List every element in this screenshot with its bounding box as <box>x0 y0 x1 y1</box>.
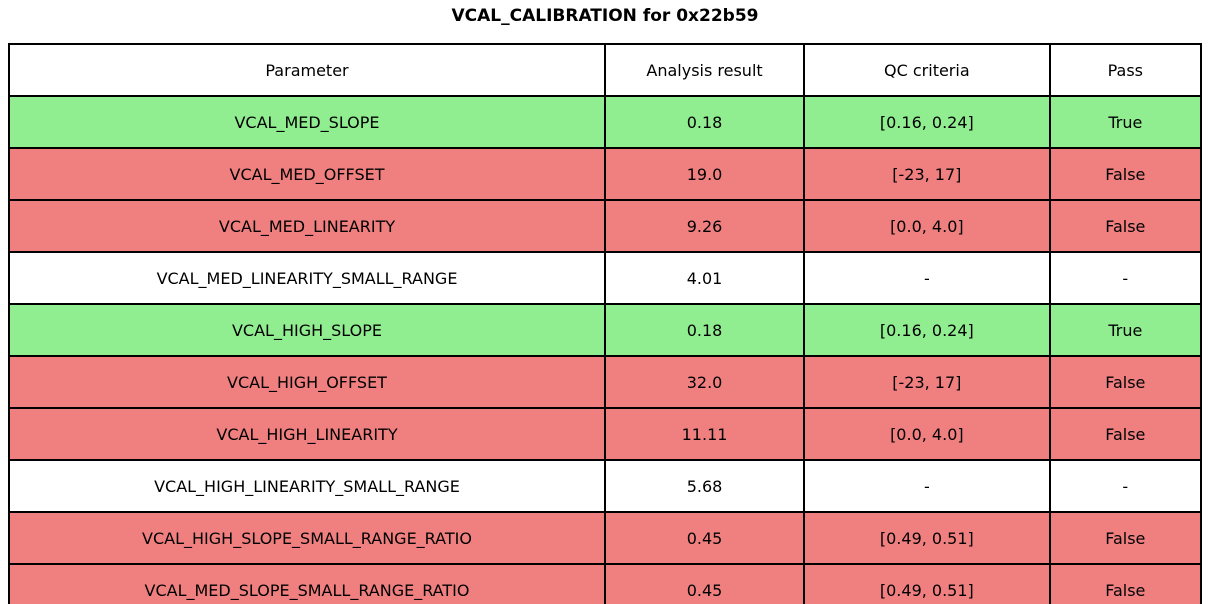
page-title: VCAL_CALIBRATION for 0x22b59 <box>451 6 759 26</box>
cell-parameter: VCAL_HIGH_SLOPE_SMALL_RANGE_RATIO <box>8 511 606 565</box>
cell-pass: False <box>1048 147 1203 201</box>
cell-criteria: [0.0, 4.0] <box>803 407 1051 461</box>
cell-pass: - <box>1048 459 1203 513</box>
cell-result: 0.45 <box>603 511 806 565</box>
column-header-analysis-result: Analysis result <box>603 43 806 97</box>
table-body: VCAL_MED_SLOPE 0.18 [0.16, 0.24] True VCAL_M… <box>8 95 1203 604</box>
cell-criteria: [0.49, 0.51] <box>803 563 1051 604</box>
table-row: VCAL_HIGH_LINEARITY_SMALL_RANGE 5.68- - <box>8 459 1203 513</box>
cell-result: 4.01 <box>603 251 806 305</box>
table-row: VCAL_HIGH_SLOPE 0.18 [0.16, 0.24] True <box>8 303 1203 357</box>
cell-parameter: VCAL_MED_SLOPE <box>8 95 606 149</box>
cell-criteria: [0.16, 0.24] <box>803 303 1051 357</box>
cell-result: 0.18 <box>603 95 806 149</box>
cell-criteria: [0.0, 4.0] <box>803 199 1051 253</box>
cell-parameter: VCAL_MED_SLOPE_SMALL_RANGE_RATIO <box>8 563 606 604</box>
column-header-qc-criteria: QC criteria <box>803 43 1051 97</box>
cell-pass: False <box>1048 199 1203 253</box>
cell-result: 0.45 <box>603 563 806 604</box>
cell-parameter: VCAL_HIGH_OFFSET <box>8 355 606 409</box>
cell-parameter: VCAL_MED_LINEARITY_SMALL_RANGE <box>8 251 606 305</box>
table-row: VCAL_HIGH_SLOPE_SMALL_RANGE_RATIO 0.45 [0.… <box>8 511 1203 565</box>
column-header-pass: Pass <box>1048 43 1203 97</box>
cell-criteria: - <box>803 251 1051 305</box>
cell-criteria: - <box>803 459 1051 513</box>
table-header-row: Parameter Analysis result QC criteria Pa… <box>8 43 1203 97</box>
table-row: VCAL_MED_LINEARITY 9.26 [0.0, 4.0] False <box>8 199 1203 253</box>
cell-pass: False <box>1048 407 1203 461</box>
cell-criteria: [0.16, 0.24] <box>803 95 1051 149</box>
cell-pass: True <box>1048 303 1203 357</box>
cell-result: 11.11 <box>603 407 806 461</box>
cell-parameter: VCAL_HIGH_SLOPE <box>8 303 606 357</box>
cell-pass: False <box>1048 563 1203 604</box>
cell-result: 5.68 <box>603 459 806 513</box>
cell-parameter: VCAL_HIGH_LINEARITY <box>8 407 606 461</box>
cell-result: 0.18 <box>603 303 806 357</box>
cell-pass: False <box>1048 355 1203 409</box>
cell-criteria: [-23, 17] <box>803 147 1051 201</box>
column-header-parameter: Parameter <box>8 43 606 97</box>
cell-pass: True <box>1048 95 1203 149</box>
table-row: VCAL_MED_SLOPE_SMALL_RANGE_RATIO 0.45 [0.4… <box>8 563 1203 604</box>
cell-result: 32.0 <box>603 355 806 409</box>
cell-result: 19.0 <box>603 147 806 201</box>
cell-pass: - <box>1048 251 1203 305</box>
table-row: VCAL_HIGH_OFFSET 32.0 [-23, 17] False <box>8 355 1203 409</box>
cell-criteria: [-23, 17] <box>803 355 1051 409</box>
cell-parameter: VCAL_MED_LINEARITY <box>8 199 606 253</box>
table-row: VCAL_MED_LINEARITY_SMALL_RANGE 4.01- - <box>8 251 1203 305</box>
table-row: VCAL_HIGH_LINEARITY 11.11 [0.0, 4.0] False <box>8 407 1203 461</box>
cell-pass: False <box>1048 511 1203 565</box>
table-row: VCAL_MED_OFFSET 19.0 [-23, 17] False <box>8 147 1203 201</box>
qc-results-table: Parameter Analysis result QC criteria Pa… <box>8 43 1203 604</box>
cell-result: 9.26 <box>603 199 806 253</box>
table-row: VCAL_MED_SLOPE 0.18 [0.16, 0.24] True <box>8 95 1203 149</box>
cell-criteria: [0.49, 0.51] <box>803 511 1051 565</box>
cell-parameter: VCAL_MED_OFFSET <box>8 147 606 201</box>
cell-parameter: VCAL_HIGH_LINEARITY_SMALL_RANGE <box>8 459 606 513</box>
